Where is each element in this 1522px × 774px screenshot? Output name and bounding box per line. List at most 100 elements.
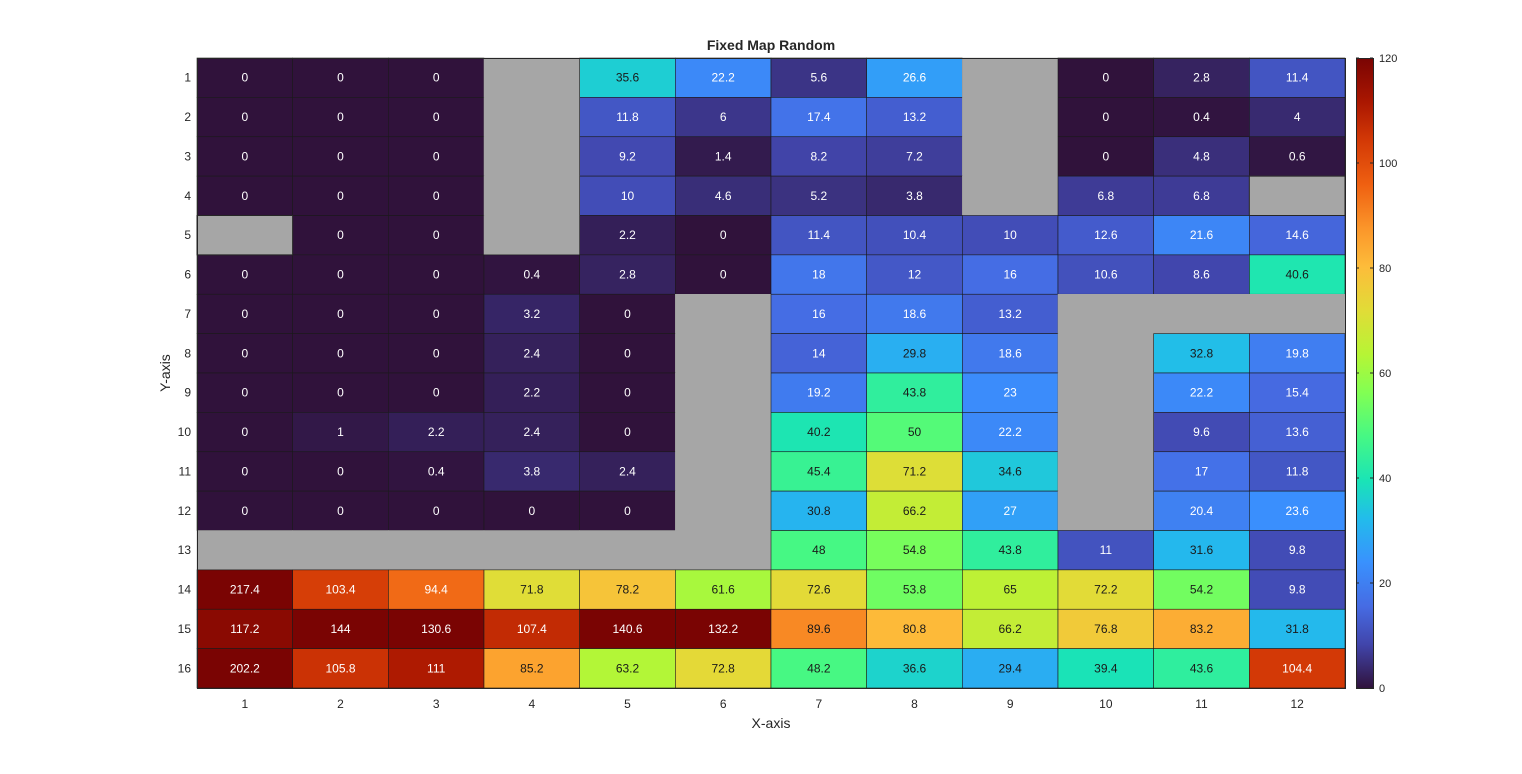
heatmap-cell: [1153, 608, 1250, 649]
heatmap-cell-value: 0: [241, 346, 248, 360]
heatmap-cell: [1153, 333, 1250, 374]
heatmap-cell: [483, 530, 580, 571]
heatmap-cell-value: 76.8: [1094, 622, 1118, 636]
heatmap-cell: [962, 136, 1059, 177]
heatmap-cell-value: 36.6: [903, 661, 927, 675]
colorbar: 0 20 40 60 80 100 120: [1356, 53, 1397, 695]
heatmap-cell-value: 0: [337, 110, 344, 124]
heatmap-cell-value: 4.6: [715, 189, 732, 203]
heatmap-cell: [483, 97, 580, 137]
heatmap-cell-value: 17.4: [807, 110, 831, 124]
heatmap-cell-value: 2.2: [619, 228, 636, 242]
heatmap-cell-value: 0: [337, 71, 344, 85]
heatmap-cell-value: 15.4: [1285, 386, 1309, 400]
heatmap-cell-value: 54.2: [1190, 583, 1214, 597]
x-tick-label: 8: [911, 697, 918, 711]
heatmap-cell-value: 107.4: [517, 622, 547, 636]
heatmap-cell-value: 0: [337, 346, 344, 360]
heatmap-cell: [1249, 412, 1346, 453]
heatmap-cell-value: 0: [433, 268, 440, 282]
heatmap-cell: [866, 333, 963, 374]
heatmap-cell-value: 103.4: [325, 583, 355, 597]
heatmap-cell: [675, 372, 772, 413]
heatmap-cell: [1153, 294, 1250, 334]
heatmap-cell: [292, 136, 389, 177]
y-tick-label: 3: [184, 149, 191, 163]
heatmap-cell-value: 0: [433, 228, 440, 242]
heatmap-cell: [196, 215, 293, 256]
heatmap-cell-value: 0: [433, 346, 440, 360]
heatmap-cell: [866, 412, 963, 453]
heatmap-cell-value: 6.8: [1193, 189, 1210, 203]
heatmap-cell-value: 0: [624, 504, 631, 518]
heatmap-cell-value: 6.8: [1097, 189, 1114, 203]
heatmap-cell: [579, 372, 676, 413]
heatmap-cell: [866, 293, 963, 334]
heatmap-cell-value: 2.8: [619, 268, 636, 282]
heatmap-cell: [1153, 648, 1250, 689]
heatmap-cell-value: 26.6: [903, 71, 927, 85]
heatmap-cell-value: 27: [1003, 504, 1017, 518]
heatmap-cell-value: 0: [528, 504, 535, 518]
heatmap-cell: [1057, 451, 1154, 492]
heatmap-cell-value: 0: [337, 464, 344, 478]
heatmap-cell: [1153, 175, 1250, 216]
heatmap-cell: [770, 648, 867, 689]
heatmap-cell: [866, 175, 963, 216]
heatmap-cell-value: 23: [1003, 386, 1017, 400]
heatmap-cell: [1057, 569, 1154, 610]
colorbar-tick-label: 80: [1379, 263, 1391, 275]
heatmap-cell-value: 140.6: [612, 622, 642, 636]
heatmap-cell: [770, 97, 867, 138]
heatmap-cell: [388, 333, 485, 374]
y-tick-label: 9: [184, 386, 191, 400]
heatmap-cell-value: 65: [1003, 583, 1017, 597]
heatmap-cell: [675, 215, 772, 256]
heatmap-cell: [1249, 608, 1346, 649]
heatmap-cell-value: 5.2: [810, 189, 827, 203]
heatmap-cell-value: 0: [337, 504, 344, 518]
x-tick-label: 10: [1099, 697, 1113, 711]
heatmap-cell: [675, 97, 772, 138]
heatmap-cell: [962, 175, 1059, 216]
heatmap-cell-value: 53.8: [903, 583, 927, 597]
heatmap-cell-value: 8.6: [1193, 268, 1210, 282]
heatmap-cell: [483, 175, 580, 216]
heatmap-cell: [388, 569, 485, 610]
y-tick-label: 6: [184, 268, 191, 282]
heatmap-cell: [579, 293, 676, 334]
heatmap-cell-value: 43.6: [1190, 661, 1214, 675]
heatmap-cell-value: 130.6: [421, 622, 451, 636]
heatmap-cell-value: 11: [1100, 543, 1113, 557]
heatmap-cell: [196, 451, 293, 492]
heatmap-cell-value: 32.8: [1190, 346, 1214, 360]
heatmap-cell-value: 0: [1102, 71, 1109, 85]
colorbar-tick-label: 60: [1379, 368, 1391, 380]
heatmap-cell-value: 19.8: [1285, 346, 1309, 360]
heatmap-cell: [1249, 372, 1346, 413]
heatmap-cell-value: 144: [330, 622, 350, 636]
heatmap-cell: [388, 648, 485, 689]
heatmap-cell: [1153, 372, 1250, 413]
y-tick-label: 5: [184, 228, 191, 242]
heatmap-cell: [675, 175, 772, 216]
heatmap-cell-value: 0: [241, 307, 248, 321]
heatmap-cell-value: 31.6: [1190, 543, 1214, 557]
heatmap-cell: [483, 215, 580, 256]
heatmap-cell: [1249, 57, 1346, 98]
x-axis-ticks: 1 2 3 4 5 6 7 8 9 10 11 12: [241, 697, 1304, 711]
heatmap-cell-value: 0: [337, 386, 344, 400]
heatmap-cell: [962, 608, 1059, 649]
heatmap-cell: [866, 451, 963, 492]
heatmap-cell: [1249, 215, 1346, 256]
heatmap-cell-value: 0: [624, 425, 631, 439]
heatmap-cell: [579, 648, 676, 689]
heatmap-cell: [1153, 530, 1250, 571]
heatmap-cell-value: 19.2: [807, 386, 831, 400]
heatmap-cell-value: 10: [1003, 228, 1017, 242]
heatmap-cell-value: 0: [624, 346, 631, 360]
y-tick-label: 4: [184, 189, 191, 203]
heatmap-cell: [675, 294, 772, 334]
y-tick-label: 1: [184, 71, 191, 85]
